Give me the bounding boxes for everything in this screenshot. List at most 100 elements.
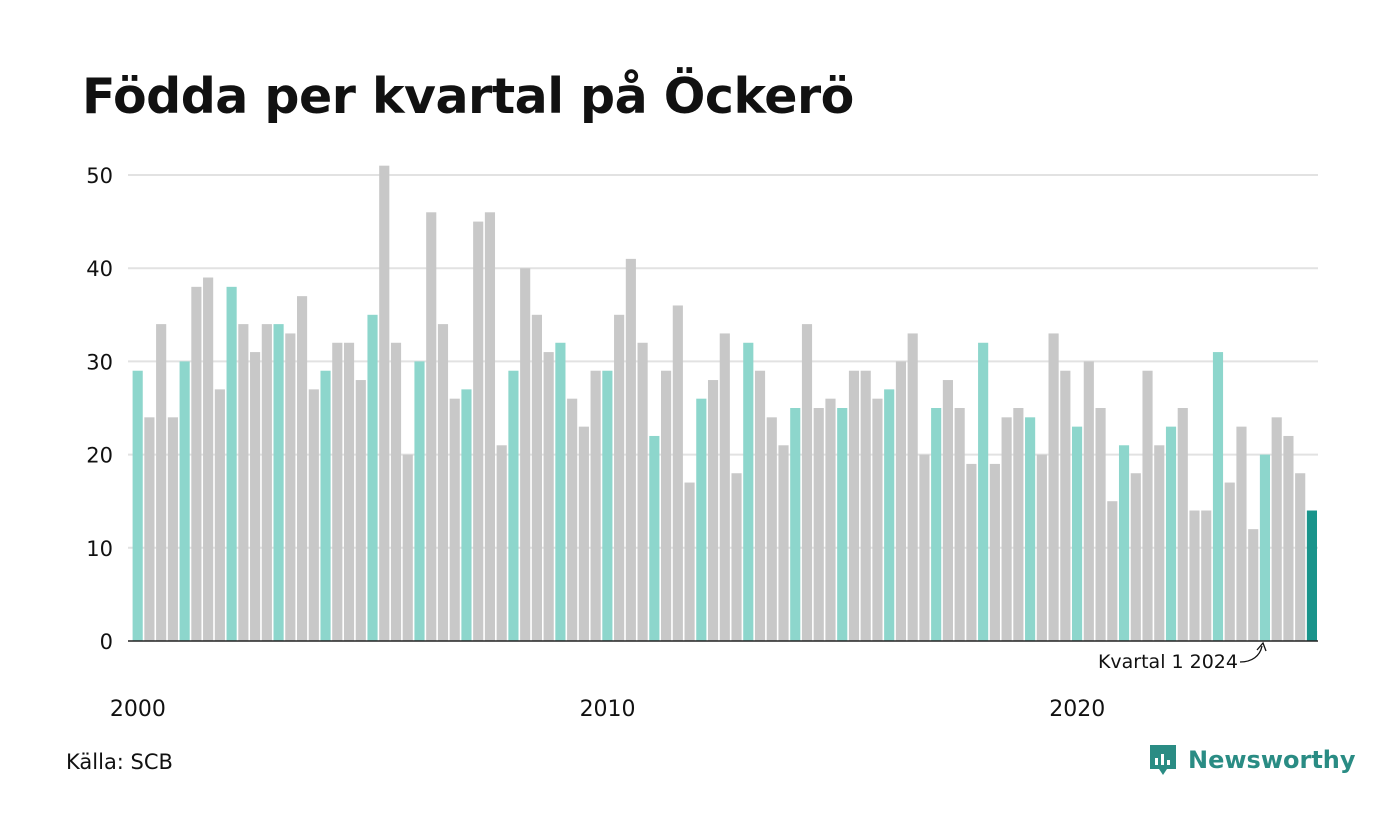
bar bbox=[437, 324, 449, 641]
bar bbox=[731, 473, 742, 641]
x-tick-label: 2000 bbox=[110, 697, 166, 722]
bar bbox=[449, 398, 460, 641]
bar bbox=[907, 333, 918, 641]
bar bbox=[332, 342, 343, 641]
y-tick-label: 30 bbox=[86, 350, 113, 374]
bar bbox=[614, 314, 625, 641]
bar bbox=[696, 398, 707, 641]
bar bbox=[837, 408, 848, 641]
bar bbox=[1248, 529, 1259, 641]
bar bbox=[473, 221, 484, 641]
bar bbox=[1025, 417, 1036, 641]
bar bbox=[1060, 370, 1071, 641]
bar bbox=[555, 342, 566, 641]
bar bbox=[590, 370, 601, 641]
bar bbox=[754, 370, 766, 641]
bar bbox=[144, 417, 155, 641]
bar bbox=[567, 398, 578, 641]
bar bbox=[602, 370, 613, 641]
y-tick-label: 20 bbox=[86, 444, 113, 468]
newsworthy-logo-icon bbox=[1150, 745, 1176, 775]
bar bbox=[954, 408, 965, 641]
y-tick-label: 50 bbox=[86, 164, 113, 188]
annotation-arrowhead bbox=[1256, 641, 1267, 652]
bar bbox=[484, 212, 496, 641]
bar bbox=[1201, 510, 1212, 641]
bar bbox=[355, 380, 366, 641]
annotation-label: Kvartal 1 2024 bbox=[1098, 651, 1238, 673]
brand-name: Newsworthy bbox=[1188, 746, 1356, 774]
bar bbox=[813, 408, 824, 641]
x-tick-label: 2010 bbox=[580, 697, 636, 722]
bar bbox=[649, 435, 660, 641]
bar bbox=[895, 361, 907, 641]
axes: 2000 2010 2020 bbox=[110, 640, 1318, 722]
annotation-arrow bbox=[1239, 645, 1263, 663]
bar bbox=[543, 352, 554, 641]
bar bbox=[801, 324, 813, 641]
bar bbox=[390, 342, 402, 641]
bar bbox=[1118, 445, 1130, 641]
bar bbox=[919, 454, 930, 641]
bar bbox=[1283, 435, 1294, 641]
bar bbox=[414, 361, 425, 641]
bar bbox=[848, 370, 860, 641]
bar bbox=[1295, 473, 1306, 641]
bar bbox=[1001, 417, 1012, 641]
bar bbox=[578, 426, 589, 641]
bar bbox=[531, 314, 542, 641]
bar bbox=[226, 286, 237, 641]
bar bbox=[1306, 510, 1317, 641]
bar bbox=[1177, 408, 1188, 641]
bar bbox=[661, 370, 672, 641]
bar bbox=[496, 445, 507, 641]
bar bbox=[942, 380, 953, 641]
bar bbox=[790, 408, 801, 641]
bar bbox=[1072, 426, 1083, 641]
y-tick-label: 10 bbox=[86, 537, 113, 561]
bar bbox=[684, 482, 695, 641]
bar bbox=[261, 324, 272, 641]
bar bbox=[320, 370, 331, 641]
bar bbox=[520, 268, 531, 641]
bar-series bbox=[132, 165, 1317, 641]
bar bbox=[132, 370, 143, 641]
annotation: Kvartal 1 2024 bbox=[1098, 641, 1267, 673]
bar bbox=[191, 286, 202, 641]
brand-logo: Newsworthy bbox=[1148, 743, 1356, 777]
bar bbox=[379, 165, 390, 641]
x-tick-label: 2020 bbox=[1049, 697, 1105, 722]
bar bbox=[1036, 454, 1047, 641]
bar bbox=[989, 463, 1000, 641]
bar bbox=[167, 417, 178, 641]
bar bbox=[1165, 426, 1177, 641]
bar bbox=[966, 463, 977, 641]
bar bbox=[825, 398, 836, 641]
y-tick-label: 40 bbox=[86, 257, 113, 281]
bar bbox=[203, 277, 214, 641]
bar bbox=[343, 342, 355, 641]
bar bbox=[1130, 473, 1141, 641]
bar bbox=[508, 370, 519, 641]
source-note: Källa: SCB bbox=[66, 750, 173, 774]
bar bbox=[285, 333, 296, 641]
bar bbox=[860, 370, 871, 641]
bar bbox=[1083, 361, 1094, 641]
bar bbox=[778, 445, 789, 641]
bar bbox=[707, 380, 719, 641]
bar bbox=[872, 398, 883, 641]
bar bbox=[637, 342, 648, 641]
bar bbox=[426, 212, 437, 641]
bar bbox=[308, 389, 319, 641]
bar bbox=[743, 342, 754, 641]
bar bbox=[1271, 417, 1282, 641]
bar bbox=[1189, 510, 1200, 641]
bar bbox=[1095, 408, 1106, 641]
bar bbox=[367, 314, 378, 641]
bar bbox=[238, 324, 249, 641]
bar bbox=[1013, 408, 1024, 641]
bar bbox=[884, 389, 895, 641]
bar bbox=[1154, 445, 1165, 641]
chart-title: Födda per kvartal på Öckerö bbox=[82, 68, 854, 125]
